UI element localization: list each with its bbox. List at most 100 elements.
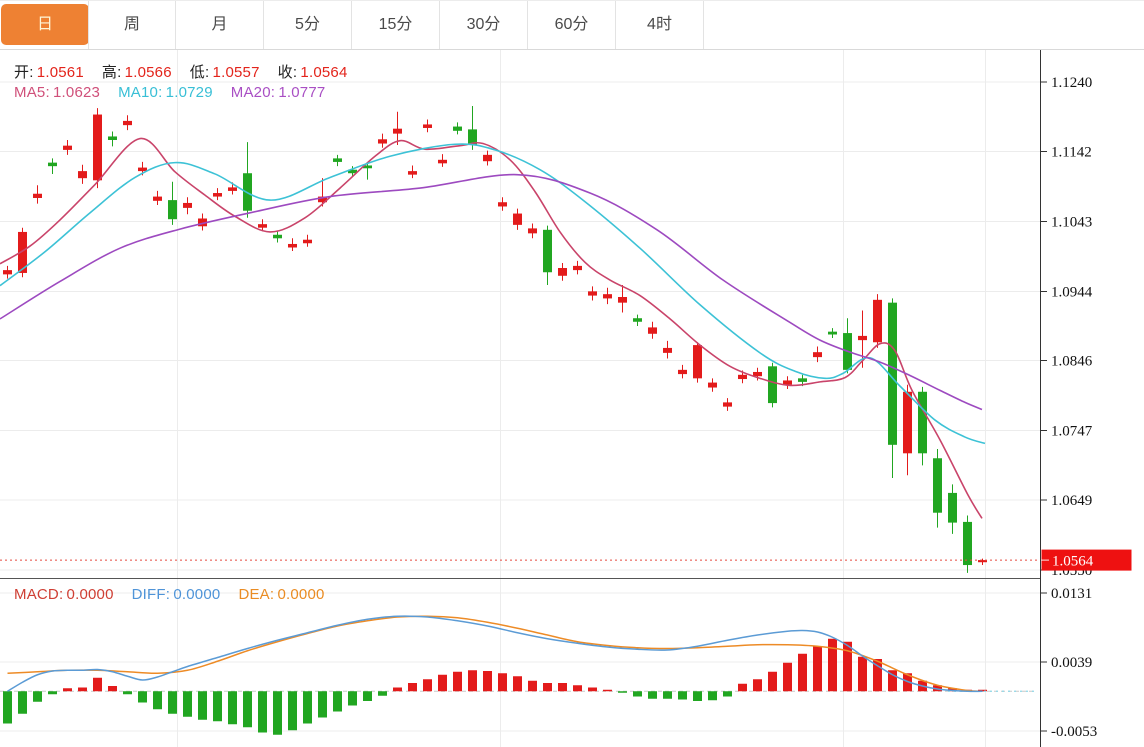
candle[interactable] — [408, 171, 417, 175]
macd-bar[interactable] — [498, 673, 507, 692]
candle[interactable] — [573, 265, 582, 271]
macd-bar[interactable] — [123, 691, 132, 695]
candle[interactable] — [498, 202, 507, 207]
candle[interactable] — [813, 352, 822, 358]
macd-bar[interactable] — [33, 691, 42, 702]
candle[interactable] — [288, 243, 297, 248]
macd-bar[interactable] — [3, 691, 12, 724]
candle[interactable] — [483, 154, 492, 162]
candle[interactable] — [303, 239, 312, 244]
macd-bar[interactable] — [678, 691, 687, 700]
macd-bar[interactable] — [213, 691, 222, 722]
macd-bar[interactable] — [783, 662, 792, 692]
tab-m60[interactable]: 60分 — [528, 1, 616, 49]
candle[interactable] — [123, 120, 132, 126]
macd-bar[interactable] — [333, 691, 342, 712]
candle[interactable] — [603, 294, 612, 299]
candle[interactable] — [513, 213, 522, 225]
macd-bar[interactable] — [753, 679, 762, 692]
macd-bar[interactable] — [348, 691, 357, 706]
macd-bar[interactable] — [18, 691, 27, 714]
candle[interactable] — [468, 129, 477, 145]
candle[interactable] — [528, 228, 537, 234]
candle[interactable] — [3, 270, 12, 275]
candle[interactable] — [708, 382, 717, 388]
macd-bar[interactable] — [393, 687, 402, 692]
candle[interactable] — [198, 218, 207, 227]
candle[interactable] — [153, 196, 162, 201]
macd-bar[interactable] — [543, 683, 552, 692]
candle[interactable] — [693, 345, 702, 379]
candle[interactable] — [138, 167, 147, 172]
macd-bar[interactable] — [228, 691, 237, 725]
candle[interactable] — [393, 128, 402, 134]
candle[interactable] — [978, 560, 987, 563]
macd-bar[interactable] — [888, 670, 897, 692]
candle[interactable] — [558, 268, 567, 276]
macd-bar[interactable] — [198, 691, 207, 720]
candle[interactable] — [678, 369, 687, 375]
candle[interactable] — [363, 165, 372, 169]
candle[interactable] — [633, 318, 642, 322]
macd-bar[interactable] — [138, 691, 147, 703]
macd-bar[interactable] — [603, 689, 612, 692]
tab-week[interactable]: 周 — [88, 1, 176, 49]
candle[interactable] — [423, 124, 432, 128]
macd-bar[interactable] — [303, 691, 312, 724]
candle[interactable] — [183, 202, 192, 208]
candle[interactable] — [588, 291, 597, 296]
candle[interactable] — [648, 327, 657, 334]
macd-bar[interactable] — [693, 691, 702, 701]
macd-bar[interactable] — [648, 691, 657, 699]
candle[interactable] — [273, 234, 282, 239]
candle[interactable] — [798, 378, 807, 382]
macd-bar[interactable] — [408, 683, 417, 692]
macd-bar[interactable] — [708, 691, 717, 701]
candle[interactable] — [168, 200, 177, 220]
candle[interactable] — [33, 193, 42, 198]
macd-bar[interactable] — [468, 670, 477, 692]
macd-bar[interactable] — [813, 646, 822, 692]
macd-bar[interactable] — [63, 688, 72, 692]
macd-bar[interactable] — [798, 653, 807, 692]
candle[interactable] — [663, 347, 672, 353]
candle[interactable] — [318, 196, 327, 203]
macd-bar[interactable] — [183, 691, 192, 717]
candle[interactable] — [618, 297, 627, 303]
candle[interactable] — [888, 302, 897, 445]
candle[interactable] — [753, 371, 762, 377]
candle[interactable] — [768, 366, 777, 404]
macd-bar[interactable] — [618, 691, 627, 693]
macd-bar[interactable] — [768, 671, 777, 692]
candle[interactable] — [948, 492, 957, 523]
macd-bar[interactable] — [378, 691, 387, 696]
tab-m5[interactable]: 5分 — [264, 1, 352, 49]
candle[interactable] — [258, 224, 267, 228]
candle[interactable] — [828, 331, 837, 335]
macd-bar[interactable] — [483, 671, 492, 692]
macd-bar[interactable] — [738, 683, 747, 692]
candle[interactable] — [378, 139, 387, 144]
candle[interactable] — [918, 391, 927, 454]
tab-h4[interactable]: 4时 — [616, 1, 704, 49]
macd-bar[interactable] — [633, 691, 642, 697]
candle[interactable] — [543, 229, 552, 273]
macd-bar[interactable] — [858, 656, 867, 692]
candle[interactable] — [858, 335, 867, 341]
candle[interactable] — [933, 458, 942, 513]
candle[interactable] — [438, 159, 447, 164]
macd-bar[interactable] — [663, 691, 672, 699]
macd-bar[interactable] — [288, 691, 297, 731]
candle[interactable] — [18, 231, 27, 273]
macd-bar[interactable] — [108, 686, 117, 692]
tab-m15[interactable]: 15分 — [352, 1, 440, 49]
macd-bar[interactable] — [558, 683, 567, 692]
candle[interactable] — [453, 126, 462, 131]
macd-bar[interactable] — [243, 691, 252, 728]
macd-bar[interactable] — [93, 677, 102, 692]
candle[interactable] — [873, 299, 882, 343]
candle[interactable] — [903, 391, 912, 454]
tab-m30[interactable]: 30分 — [440, 1, 528, 49]
candle[interactable] — [48, 162, 57, 167]
